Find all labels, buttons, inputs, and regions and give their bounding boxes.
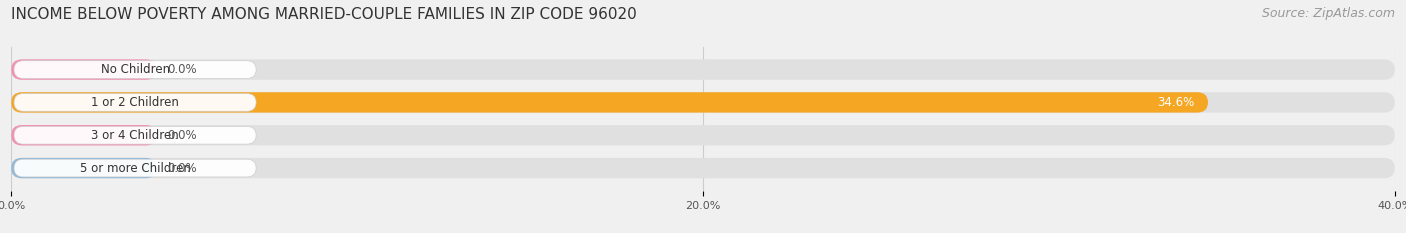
FancyBboxPatch shape (11, 59, 156, 80)
Text: INCOME BELOW POVERTY AMONG MARRIED-COUPLE FAMILIES IN ZIP CODE 96020: INCOME BELOW POVERTY AMONG MARRIED-COUPL… (11, 7, 637, 22)
FancyBboxPatch shape (14, 61, 256, 79)
FancyBboxPatch shape (14, 94, 256, 111)
FancyBboxPatch shape (11, 92, 1395, 113)
Text: No Children: No Children (100, 63, 170, 76)
FancyBboxPatch shape (14, 159, 256, 177)
FancyBboxPatch shape (11, 158, 1395, 178)
FancyBboxPatch shape (14, 126, 256, 144)
FancyBboxPatch shape (11, 125, 156, 145)
Text: 1 or 2 Children: 1 or 2 Children (91, 96, 179, 109)
Text: 3 or 4 Children: 3 or 4 Children (91, 129, 179, 142)
Text: 0.0%: 0.0% (167, 63, 197, 76)
FancyBboxPatch shape (11, 158, 156, 178)
Text: 0.0%: 0.0% (167, 161, 197, 175)
FancyBboxPatch shape (11, 59, 1395, 80)
FancyBboxPatch shape (11, 92, 1208, 113)
Text: 34.6%: 34.6% (1157, 96, 1194, 109)
Text: Source: ZipAtlas.com: Source: ZipAtlas.com (1261, 7, 1395, 20)
Text: 0.0%: 0.0% (167, 129, 197, 142)
Text: 5 or more Children: 5 or more Children (80, 161, 190, 175)
FancyBboxPatch shape (11, 125, 1395, 145)
